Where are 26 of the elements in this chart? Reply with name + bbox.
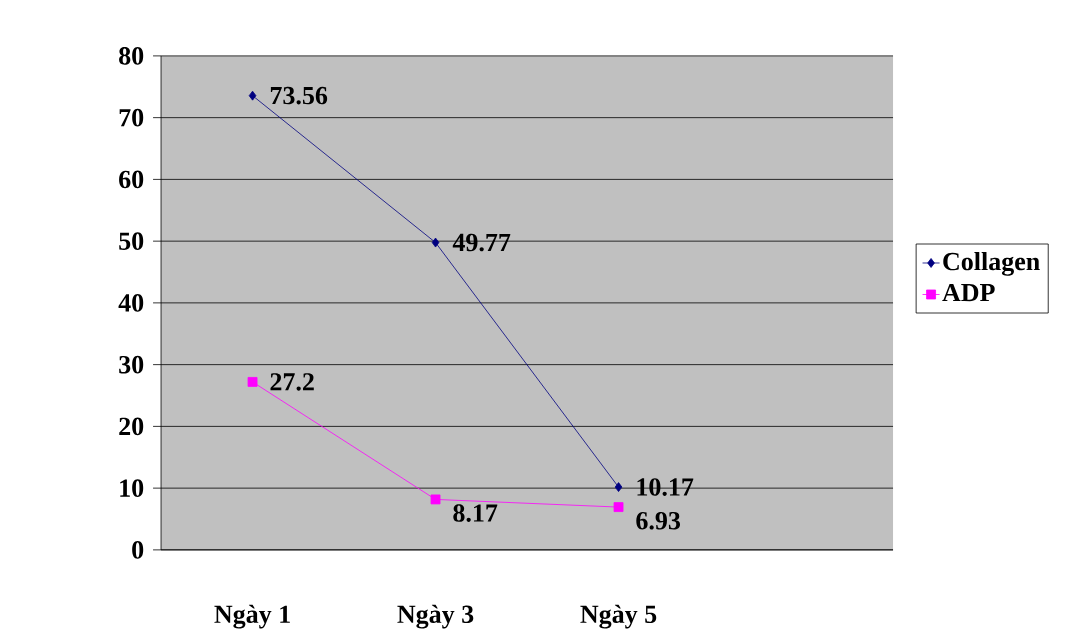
y-tick-label: 20 [119,417,144,436]
legend-label: ADP [942,283,995,302]
y-tick-label: 70 [119,108,144,127]
point [613,502,624,512]
y-tick-label: 60 [119,170,144,189]
point [247,376,258,387]
x-tick-label: Ngày 3 [397,604,474,629]
point [431,237,440,248]
data-label: 8.17 [453,504,498,522]
data-label: 49.77 [452,233,511,252]
y-tick-label: 0 [132,541,144,559]
x-tick-label: Ngày 5 [580,604,657,629]
y-tick-label: 50 [119,232,144,250]
y-tick-label: 40 [118,294,144,312]
point [614,482,623,492]
data-label: 27.2 [270,373,314,391]
point [248,90,257,101]
data-label: 10.17 [637,478,694,496]
data-label: 6.93 [636,511,681,530]
y-tick-label: 80 [119,47,144,65]
legend-label: Collagen [943,251,1040,276]
y-tick-label: 30 [119,355,144,374]
y-tick-label: 10 [120,479,144,497]
x-tick-label: Ngày 1 [214,604,290,629]
point [430,494,441,505]
data-label: 73.56 [270,86,328,105]
